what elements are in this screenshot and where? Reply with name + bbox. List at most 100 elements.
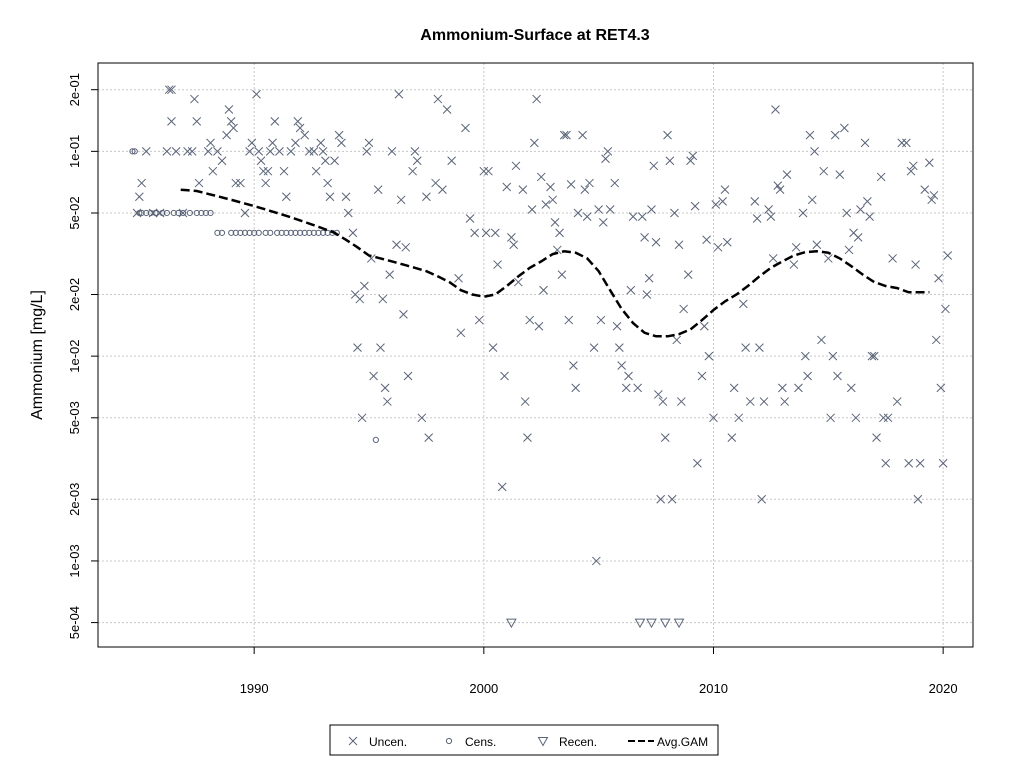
uncensored-point: [490, 228, 500, 238]
cross-stroke: [511, 161, 521, 171]
y-tick-label: 1e-03: [67, 544, 82, 577]
uncensored-point: [800, 351, 810, 361]
censored-point: [267, 229, 274, 236]
censored-point: [287, 229, 295, 236]
uncensored-point: [270, 117, 280, 126]
uncensored-point: [559, 130, 569, 140]
cross-stroke: [860, 138, 870, 148]
cross-stroke: [527, 205, 537, 214]
uncensored-point: [433, 94, 443, 104]
recensored-point: [634, 618, 646, 629]
cross-stroke: [569, 361, 578, 370]
cross-stroke: [840, 123, 849, 133]
uncensored-point: [520, 397, 530, 406]
uncensored-point: [247, 138, 257, 148]
cross-stroke: [539, 285, 548, 295]
uncensored-point: [624, 371, 633, 381]
uncensored-point: [546, 182, 555, 192]
censored-point: [138, 209, 145, 217]
censored-point: [283, 229, 290, 236]
uncensored-point: [318, 146, 328, 156]
cross-stroke: [566, 179, 576, 189]
uncensored-point: [461, 123, 470, 133]
uncensored-point: [323, 178, 333, 188]
uncensored-point: [392, 240, 401, 250]
uncensored-point: [401, 242, 411, 252]
cross-stroke: [562, 130, 571, 140]
cross-stroke: [532, 94, 542, 104]
cross-stroke: [612, 321, 622, 331]
uncensored-point: [507, 233, 516, 242]
cross-stroke: [376, 343, 385, 353]
cross-stroke: [231, 178, 241, 188]
cross-stroke: [392, 240, 401, 250]
uncensored-point: [775, 185, 785, 195]
uncensored-point: [883, 413, 893, 423]
censored-point: [147, 209, 154, 217]
censored-point: [163, 209, 170, 217]
uncensored-point: [904, 458, 914, 468]
uncensored-point: [803, 371, 812, 381]
uncensored-point: [934, 273, 943, 283]
uncensored-point: [867, 351, 877, 361]
uncensored-point: [693, 458, 702, 468]
uncensored-point: [265, 146, 275, 156]
uncensored-point: [208, 166, 218, 176]
uncensored-point: [263, 166, 273, 176]
cross-stroke: [470, 228, 479, 238]
uncensored-point: [778, 383, 787, 393]
uncensored-point: [162, 146, 172, 156]
uncensored-point: [702, 235, 711, 245]
uncensored-point: [672, 335, 682, 345]
cross-stroke: [291, 138, 300, 148]
cross-stroke: [872, 433, 881, 442]
uncensored-point: [872, 433, 881, 442]
cross-stroke: [318, 146, 328, 156]
cross-stroke: [817, 335, 826, 345]
uncensored-point: [573, 208, 583, 218]
cross-stroke: [183, 146, 192, 156]
cross-stroke: [626, 285, 636, 295]
censored-point: [301, 229, 308, 236]
cross-stroke: [509, 240, 519, 250]
cross-stroke: [254, 146, 264, 156]
cross-stroke: [833, 371, 842, 381]
cross-stroke: [826, 413, 835, 423]
uncensored-point: [596, 315, 606, 325]
cross-stroke: [780, 397, 790, 406]
cross-stroke: [853, 233, 863, 242]
cross-stroke: [500, 371, 509, 381]
cross-stroke: [401, 242, 411, 252]
cross-stroke: [835, 170, 845, 179]
uncensored-point: [601, 154, 610, 164]
cross-stroke: [229, 123, 238, 133]
y-tick-label: 2e-03: [67, 483, 82, 516]
uncensored-point: [654, 390, 663, 399]
cross-stroke: [798, 208, 808, 218]
legend-label-cens: Cens.: [465, 735, 496, 749]
cross-stroke: [364, 138, 374, 148]
cross-stroke: [778, 383, 787, 393]
uncensored-point: [571, 383, 581, 393]
uncensored-point: [380, 383, 390, 393]
uncensored-point: [780, 397, 790, 406]
cross-stroke: [582, 212, 592, 221]
uncensored-point: [555, 228, 564, 238]
gam-line: [180, 188, 930, 338]
uncensored-point: [304, 146, 314, 156]
censored-point: [186, 209, 193, 217]
cross-stroke: [624, 371, 633, 381]
cross-stroke: [846, 383, 856, 393]
uncensored-point: [614, 343, 624, 353]
cross-stroke: [603, 146, 613, 156]
cross-stroke: [350, 290, 360, 299]
censored-point: [218, 229, 226, 236]
cross-stroke: [805, 130, 815, 140]
uncensored-point: [860, 138, 870, 148]
cross-stroke: [178, 208, 188, 218]
cross-stroke: [256, 156, 266, 166]
cross-stroke: [325, 192, 335, 202]
uncensored-point: [830, 130, 840, 140]
cross-stroke: [789, 260, 799, 269]
uncensored-point: [605, 205, 615, 214]
